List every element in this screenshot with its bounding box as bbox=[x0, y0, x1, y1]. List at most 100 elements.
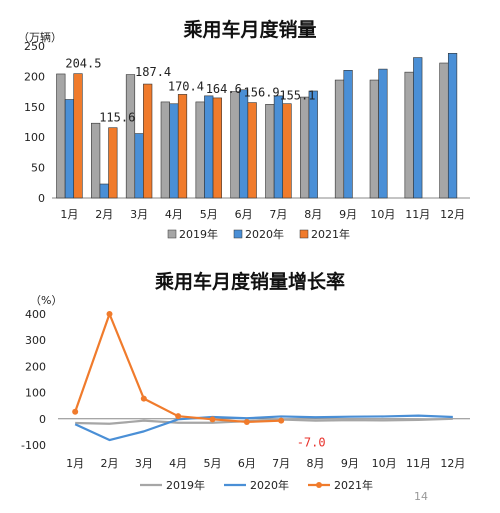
line-y-tick-label: 200 bbox=[25, 360, 46, 373]
bar-2020年-4月 bbox=[169, 103, 179, 199]
bar-2021年-7月 bbox=[282, 103, 292, 199]
bar-2019年-7月 bbox=[265, 104, 275, 199]
bar-2020年-8月 bbox=[308, 90, 318, 199]
bar-legend-label: 2020年 bbox=[245, 227, 284, 241]
line-chart-unit: （%） bbox=[30, 294, 62, 307]
line-point-2021年-5月 bbox=[209, 416, 216, 423]
line-point-2021年-1月 bbox=[72, 408, 79, 415]
line-y-tick-label: 300 bbox=[25, 334, 46, 347]
bar-2020年-10月 bbox=[378, 68, 388, 199]
line-legend-label: 2020年 bbox=[250, 478, 289, 492]
bar-data-label: 115.6 bbox=[99, 111, 135, 125]
bar-2019年-8月 bbox=[300, 96, 310, 199]
bar-2020年-12月 bbox=[447, 52, 458, 199]
bar-2021年-3月 bbox=[143, 83, 153, 199]
line-x-tick-label: 12月 bbox=[440, 457, 465, 470]
line-x-tick-label: 7月 bbox=[272, 457, 290, 470]
bar-y-tick-label: 200 bbox=[24, 70, 45, 83]
bar-x-tick-label: 3月 bbox=[130, 208, 148, 221]
bar-x-tick-label: 4月 bbox=[165, 208, 183, 221]
bar-data-label: 204.5 bbox=[65, 57, 101, 71]
bar-data-label: 164.6 bbox=[206, 82, 242, 96]
bar-data-label: 156.9 bbox=[244, 86, 280, 100]
line-x-tick-label: 4月 bbox=[169, 457, 187, 470]
bar-2020年-3月 bbox=[134, 133, 144, 199]
bar-x-tick-label: 7月 bbox=[269, 208, 287, 221]
bar-legend-swatch-2020年 bbox=[233, 229, 243, 239]
line-x-tick-label: 9月 bbox=[341, 457, 359, 470]
bar-y-tick-label: 150 bbox=[24, 101, 45, 114]
bar-2019年-6月 bbox=[230, 91, 240, 199]
bar-legend-label: 2019年 bbox=[179, 227, 218, 241]
bar-y-tick-label: 250 bbox=[24, 40, 45, 53]
line-chart-growth-rate: 乘用车月度销量增长率 （%） -100 0 100 200 300 400 1月 2月 3月 4月… bbox=[21, 270, 470, 492]
page-number: 14 bbox=[414, 490, 428, 503]
line-data-label: -7.0 bbox=[297, 436, 326, 450]
bar-2020年-1月 bbox=[64, 99, 75, 199]
line-x-tick-label: 8月 bbox=[307, 457, 325, 470]
bar-2020年-6月 bbox=[238, 89, 249, 199]
line-point-2021年-2月 bbox=[106, 311, 113, 317]
bar-2020年-9月 bbox=[343, 70, 353, 199]
line-y-tick-label: 0 bbox=[39, 413, 46, 426]
line-series-2021年 bbox=[74, 312, 282, 424]
bar-x-tick-label: 1月 bbox=[60, 208, 78, 221]
bar-legend-swatch-2019年 bbox=[167, 229, 177, 239]
bar-legend-label: 2021年 bbox=[311, 227, 350, 241]
bar-2019年-12月 bbox=[439, 62, 449, 199]
bar-y-tick-label: 0 bbox=[38, 192, 45, 205]
bar-x-tick-label: 12月 bbox=[440, 208, 465, 221]
bar-2021年-2月 bbox=[108, 127, 118, 199]
bar-y-tick-label: 50 bbox=[31, 162, 45, 175]
bar-chart-title: 乘用车月度销量 bbox=[182, 18, 316, 41]
bar-x-tick-label: 8月 bbox=[304, 208, 322, 221]
line-point-2021年-6月 bbox=[243, 418, 250, 425]
line-chart-title: 乘用车月度销量增长率 bbox=[154, 270, 345, 293]
line-x-tick-label: 2月 bbox=[101, 457, 119, 470]
bar-2019年-2月 bbox=[91, 122, 101, 199]
line-legend-marker-2021年 bbox=[316, 482, 322, 488]
bar-2019年-5月 bbox=[195, 101, 205, 199]
line-x-tick-label: 1月 bbox=[66, 457, 84, 470]
line-x-tick-label: 5月 bbox=[204, 457, 222, 470]
line-y-tick-label: -100 bbox=[21, 439, 46, 452]
bar-2021年-6月 bbox=[247, 102, 257, 199]
bar-legend-swatch-2021年 bbox=[299, 229, 309, 239]
bar-x-tick-label: 10月 bbox=[370, 208, 395, 221]
bar-2019年-3月 bbox=[125, 74, 136, 199]
bar-2019年-11月 bbox=[404, 71, 414, 199]
bar-2019年-4月 bbox=[160, 101, 170, 199]
line-legend-label: 2021年 bbox=[334, 478, 373, 492]
line-x-tick-label: 6月 bbox=[238, 457, 256, 470]
bar-x-tick-label: 6月 bbox=[235, 208, 253, 221]
bar-2020年-2月 bbox=[99, 183, 109, 199]
bar-2020年-5月 bbox=[204, 95, 214, 199]
line-point-2021年-7月 bbox=[278, 417, 285, 424]
bar-2019年-1月 bbox=[56, 73, 66, 199]
line-series-2020年 bbox=[74, 414, 453, 442]
line-legend-label: 2019年 bbox=[166, 478, 205, 492]
bar-chart-unit: （万辆） bbox=[18, 30, 62, 44]
bar-x-tick-label: 2月 bbox=[95, 208, 113, 221]
bar-data-label: 170.4 bbox=[168, 79, 204, 93]
line-y-tick-label: 400 bbox=[25, 308, 46, 321]
bar-2021年-1月 bbox=[73, 73, 83, 199]
line-point-2021年-3月 bbox=[140, 395, 147, 402]
bar-2021年-4月 bbox=[177, 94, 188, 199]
bar-data-label: 187.4 bbox=[135, 65, 171, 79]
bar-x-tick-label: 5月 bbox=[200, 208, 218, 221]
line-x-tick-label: 11月 bbox=[406, 457, 431, 470]
bar-2019年-10月 bbox=[369, 79, 379, 199]
line-x-tick-label: 3月 bbox=[135, 457, 153, 470]
bar-x-tick-label: 9月 bbox=[339, 208, 357, 221]
bar-y-tick-label: 100 bbox=[24, 131, 45, 144]
bar-2019年-9月 bbox=[334, 79, 345, 199]
line-point-2021年-4月 bbox=[175, 413, 182, 420]
bar-x-tick-label: 11月 bbox=[405, 208, 430, 221]
bar-2020年-7月 bbox=[273, 95, 284, 199]
line-y-tick-label: 100 bbox=[25, 387, 46, 400]
bar-chart-monthly-sales: 乘用车月度销量 （万辆） 0 50 100 150 200 250 1月 2月 3月 4月 5月 6月… bbox=[18, 18, 470, 241]
bar-2021年-5月 bbox=[212, 97, 222, 199]
bar-data-label: 155.1 bbox=[279, 89, 315, 103]
